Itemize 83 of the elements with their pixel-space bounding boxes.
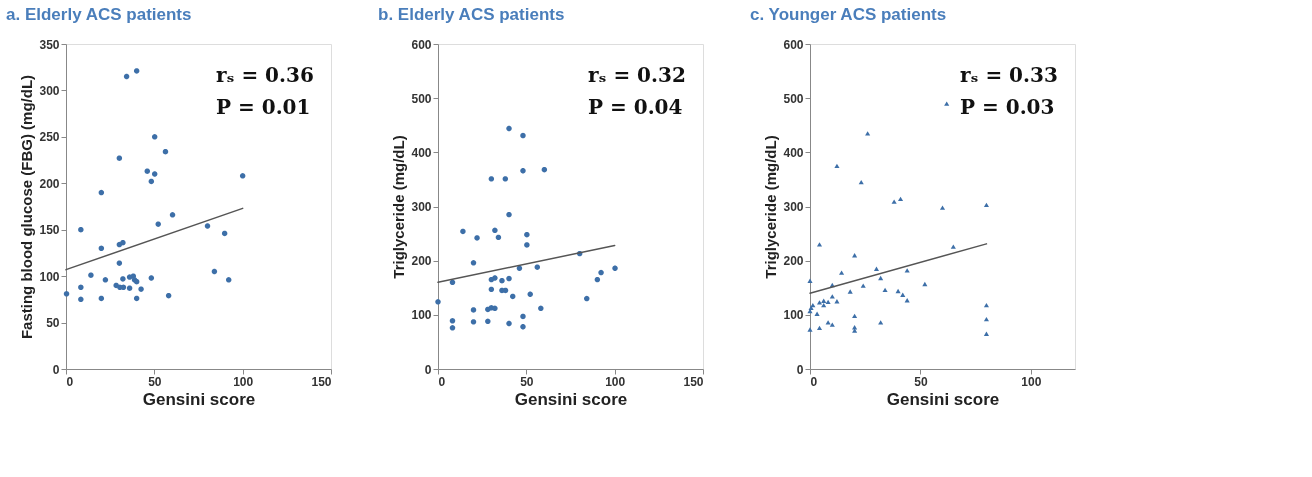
y-axis-title: Triglyceride (mg/dL) xyxy=(390,135,408,279)
point xyxy=(983,202,989,208)
point xyxy=(904,268,910,273)
point xyxy=(950,244,956,249)
y-tick-label: 500 xyxy=(783,91,804,106)
point xyxy=(807,278,813,283)
y-tick-label: 0 xyxy=(424,362,432,377)
annotation: P = 0.01 xyxy=(216,95,311,119)
x-tick-label: 50 xyxy=(148,374,162,389)
annotation: P = 0.04 xyxy=(588,95,683,119)
x-tick-label: 100 xyxy=(605,374,626,389)
point xyxy=(816,300,823,305)
x-tick-label: 150 xyxy=(311,374,332,389)
y-tick-label: 600 xyxy=(411,37,432,52)
annotation: P = 0.03 xyxy=(960,95,1055,119)
point xyxy=(865,131,871,136)
y-tick-label: 400 xyxy=(783,145,804,160)
point xyxy=(873,266,880,271)
y-axis-title: Triglyceride (mg/dL) xyxy=(762,135,780,279)
x-axis-title: Gensini score xyxy=(142,389,256,409)
y-tick-label: 400 xyxy=(411,145,432,160)
point xyxy=(878,275,884,281)
point xyxy=(816,325,823,331)
point xyxy=(816,242,823,247)
y-tick-label: 500 xyxy=(411,91,432,106)
x-axis-title: Gensini score xyxy=(886,389,1000,409)
point xyxy=(829,294,835,299)
chart-title: a. Elderly ACS patients xyxy=(6,5,192,24)
point xyxy=(825,320,831,325)
point xyxy=(900,292,906,297)
point xyxy=(944,101,950,106)
point xyxy=(821,302,827,308)
y-tick-label: 0 xyxy=(796,362,804,377)
x-tick-label: 0 xyxy=(438,374,446,389)
point xyxy=(858,179,864,185)
y-tick-label: 200 xyxy=(783,254,804,269)
x-tick-label: 50 xyxy=(520,374,534,389)
point xyxy=(878,320,884,325)
y-tick-label: 200 xyxy=(39,176,60,191)
y-tick-label: 50 xyxy=(46,316,60,331)
y-tick-label: 100 xyxy=(783,308,804,323)
x-tick-label: 100 xyxy=(233,374,254,389)
y-tick-label: 0 xyxy=(52,362,60,377)
y-tick-label: 150 xyxy=(39,223,60,238)
y-tick-label: 350 xyxy=(39,37,60,52)
point xyxy=(922,281,928,287)
point xyxy=(825,299,831,305)
point xyxy=(895,288,901,294)
x-tick-label: 100 xyxy=(1021,374,1042,389)
y-tick-label: 600 xyxy=(783,37,804,52)
annotation: rₛ = 0.36 xyxy=(216,63,314,87)
point xyxy=(852,313,858,319)
point xyxy=(821,298,827,303)
point xyxy=(847,289,853,294)
point xyxy=(834,163,840,169)
point xyxy=(814,311,820,316)
point xyxy=(983,331,989,336)
x-tick-label: 150 xyxy=(683,374,704,389)
point xyxy=(807,327,813,332)
point xyxy=(882,287,888,293)
x-tick-label: 50 xyxy=(914,374,928,389)
x-axis-title: Gensini score xyxy=(514,389,628,409)
point xyxy=(983,302,989,308)
y-tick-label: 250 xyxy=(39,130,60,145)
annotation: rₛ = 0.33 xyxy=(960,63,1058,87)
y-tick-label: 300 xyxy=(783,200,804,214)
x-tick-label: 0 xyxy=(66,374,74,389)
chart-title: c. Younger ACS patients xyxy=(750,5,947,24)
y-tick-label: 300 xyxy=(39,83,60,98)
annotation: rₛ = 0.32 xyxy=(588,63,686,87)
point xyxy=(829,322,835,327)
x-tick-label: 0 xyxy=(810,374,818,389)
point xyxy=(860,283,866,288)
y-axis-title: Fasting blood glucose (FBG) (mg/dL) xyxy=(18,74,36,340)
point xyxy=(891,199,897,204)
y-tick-label: 100 xyxy=(39,269,60,284)
y-tick-label: 200 xyxy=(411,254,432,269)
point xyxy=(897,196,904,202)
y-tick-label: 100 xyxy=(411,308,432,323)
point xyxy=(939,205,946,210)
chart-title: b. Elderly ACS patients xyxy=(378,5,565,24)
point xyxy=(839,270,845,275)
y-tick-label: 300 xyxy=(411,200,432,214)
